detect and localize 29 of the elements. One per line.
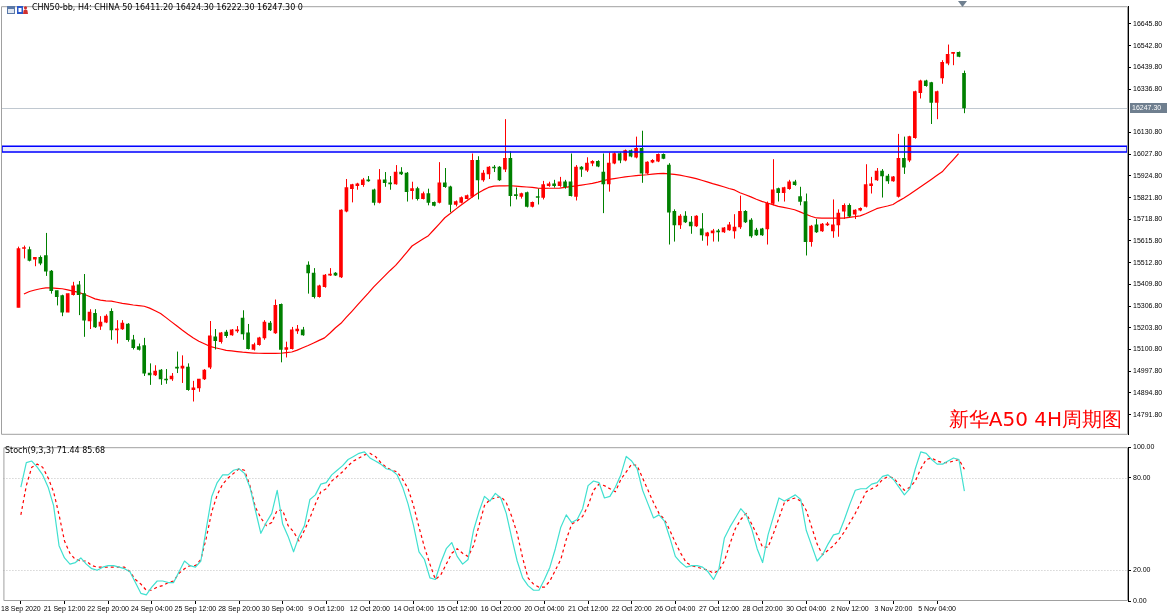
candlestick bbox=[541, 180, 546, 200]
candlestick bbox=[246, 323, 250, 350]
candlestick bbox=[306, 260, 310, 295]
candlestick bbox=[770, 158, 775, 206]
candlestick bbox=[699, 212, 704, 242]
candlestick bbox=[798, 186, 802, 206]
candlestick bbox=[43, 232, 48, 277]
chart-title: Stoch(9,3,3) 71.44 85.68 bbox=[5, 446, 106, 456]
candlestick bbox=[831, 198, 835, 239]
candlestick bbox=[940, 59, 944, 85]
candlestick bbox=[880, 168, 884, 199]
annotation: 新华A50 4H周期图 bbox=[948, 406, 1122, 431]
candlestick bbox=[191, 380, 196, 403]
candlestick bbox=[601, 152, 606, 214]
candlestick bbox=[738, 195, 742, 230]
candlestick bbox=[934, 90, 939, 120]
candlestick bbox=[749, 217, 753, 239]
candlestick bbox=[213, 328, 218, 350]
candlestick bbox=[836, 208, 841, 238]
candlestick bbox=[377, 168, 382, 204]
candlestick bbox=[49, 269, 54, 295]
chart-title: CHN50-bb, H4: CHINA 50 16411.20 16424.30 16222.30 16247.30 0 bbox=[32, 3, 303, 13]
candlestick bbox=[902, 136, 906, 175]
candlestick bbox=[175, 351, 179, 374]
candlestick bbox=[180, 354, 185, 384]
candlestick bbox=[186, 362, 190, 392]
candlestick bbox=[809, 224, 813, 248]
candlestick bbox=[503, 118, 507, 173]
candlestick bbox=[93, 308, 97, 329]
